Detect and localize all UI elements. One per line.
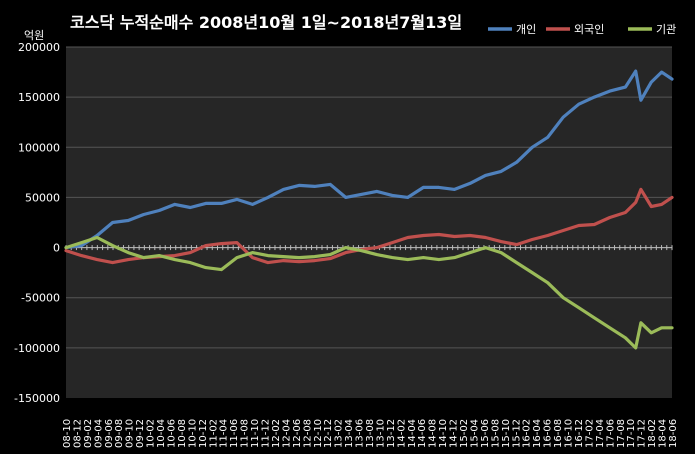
x-tick-label: 10-10 — [187, 419, 198, 448]
x-tick-label: 13-12 — [386, 419, 397, 448]
x-tick-label: 12-12 — [323, 419, 334, 448]
x-tick-label: 17-02 — [584, 419, 595, 448]
x-tick-label: 10-12 — [198, 419, 209, 448]
plot-area — [66, 47, 672, 398]
x-tick-label: 09-04 — [93, 419, 104, 448]
x-tick-label: 15-10 — [501, 419, 512, 448]
x-tick-label: 15-02 — [459, 419, 470, 448]
x-tick-label: 14-04 — [407, 419, 418, 448]
x-tick-label: 17-04 — [595, 419, 606, 448]
x-tick-label: 14-10 — [438, 419, 449, 448]
x-tick-label: 12-04 — [281, 419, 292, 448]
x-tick-label: 17-08 — [616, 419, 627, 448]
series-line — [64, 69, 674, 250]
x-tick-label: 18-06 — [668, 419, 679, 448]
x-tick-label: 16-04 — [532, 419, 543, 448]
x-tick-label: 15-08 — [490, 419, 501, 448]
x-tick-label: 18-02 — [647, 419, 658, 448]
x-tick-label: 16-06 — [543, 419, 554, 448]
x-tick-label: 09-06 — [104, 419, 115, 448]
series-line — [64, 235, 674, 350]
x-tick-label: 10-02 — [146, 419, 157, 448]
y-tick-label: 0 — [53, 242, 60, 255]
x-tick-label: 15-04 — [469, 419, 480, 448]
legend-label: 외국인 — [574, 23, 604, 36]
x-tick-label: 14-06 — [417, 419, 428, 448]
grid-lines — [65, 46, 673, 349]
y-tick-label: -150000 — [14, 392, 60, 405]
x-tick-label: 11-06 — [229, 419, 240, 448]
y-tick-label: 50000 — [25, 191, 60, 204]
x-tick-label: 17-06 — [605, 419, 616, 448]
x-tick-label: 11-08 — [240, 419, 251, 448]
legend: 개인 외국인 기관 — [488, 23, 676, 36]
x-tick-label: 09-02 — [83, 419, 94, 448]
legend-label: 기관 — [656, 23, 676, 36]
y-unit-label: 억원 — [24, 29, 44, 42]
x-tick-label: 12-08 — [302, 419, 313, 448]
x-tick-label: 16-12 — [574, 419, 585, 448]
x-tick-label: 14-02 — [396, 419, 407, 448]
x-tick-label: 13-06 — [355, 419, 366, 448]
x-tick-label: 13-08 — [365, 419, 376, 448]
x-tick-label: 12-02 — [271, 419, 282, 448]
y-tick-label: -50000 — [21, 292, 60, 305]
x-tick-label: 10-06 — [166, 419, 177, 448]
x-tick-label: 09-08 — [114, 419, 125, 448]
x-tick-label: 11-02 — [208, 419, 219, 448]
x-tick-label: 13-10 — [375, 419, 386, 448]
x-tick-label: 10-04 — [156, 419, 167, 448]
x-tick-label: 18-04 — [658, 419, 669, 448]
x-tick-label: 14-08 — [428, 419, 439, 448]
y-tick-label: 100000 — [18, 141, 60, 154]
x-tick-label: 09-12 — [135, 419, 146, 448]
x-tick-label: 08-10 — [62, 419, 73, 448]
x-tick-label: 10-08 — [177, 419, 188, 448]
series-lines — [64, 69, 674, 350]
x-tick-label: 16-02 — [522, 419, 533, 448]
x-tick-label: 12-06 — [292, 419, 303, 448]
x-tick-label: 12-10 — [313, 419, 324, 448]
x-tick-label: 08-12 — [72, 419, 83, 448]
x-tick-label: 13-04 — [344, 419, 355, 448]
y-tick-label: 200000 — [18, 41, 60, 54]
x-tick-label: 11-04 — [219, 419, 230, 448]
x-tick-label: 16-08 — [553, 419, 564, 448]
series-line — [64, 187, 674, 265]
y-tick-label: -100000 — [14, 342, 60, 355]
legend-label: 개인 — [516, 23, 536, 36]
y-tick-label: 150000 — [18, 91, 60, 104]
x-tick-label: 17-10 — [626, 419, 637, 448]
x-tick-label: 17-12 — [637, 419, 648, 448]
x-tick-label: 16-10 — [564, 419, 575, 448]
x-axis-ticks: 08-10 08-12 09-02 09-04 09-06 09-08 09-10 09-12… — [62, 419, 679, 448]
x-tick-label: 15-06 — [480, 419, 491, 448]
x-tick-label: 13-02 — [334, 419, 345, 448]
x-tick-label: 15-12 — [511, 419, 522, 448]
chart-title: 코스닥 누적순매수 2008년10월 1일~2018년7월13일 — [70, 13, 462, 32]
y-axis-ticks: 200000 150000 100000 50000 0 -50000 -100000 -15… — [14, 41, 60, 405]
x-tick-label: 11-12 — [261, 419, 272, 448]
x-tick-label: 14-12 — [449, 419, 460, 448]
x-tick-label: 11-10 — [250, 419, 261, 448]
x-tick-label: 09-10 — [125, 419, 136, 448]
